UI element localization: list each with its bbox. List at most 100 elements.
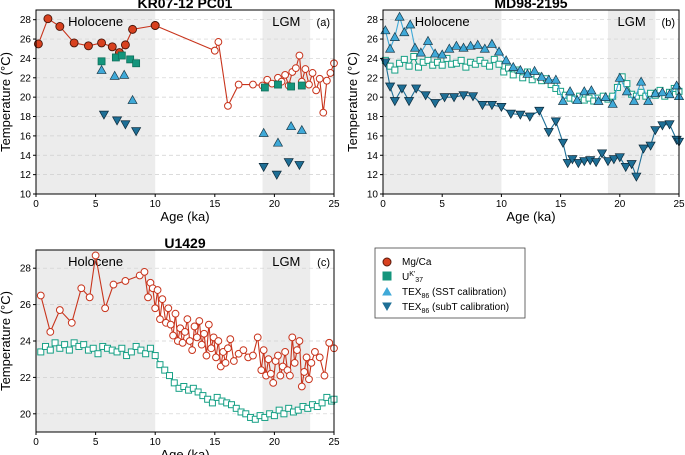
data-point (467, 92, 479, 102)
data-point (301, 65, 310, 73)
data-point (391, 66, 399, 74)
data-point (101, 304, 110, 313)
data-point (208, 399, 216, 407)
x-tick-label: 15 (209, 199, 221, 210)
data-point (424, 56, 432, 64)
data-point (528, 76, 536, 84)
data-point (281, 70, 290, 79)
data-point (451, 40, 462, 50)
data-point (550, 74, 561, 84)
data-point (312, 86, 321, 95)
data-point (573, 159, 584, 169)
data-point (486, 101, 498, 111)
y-tick-label: 22 (20, 373, 32, 384)
data-point (320, 371, 329, 380)
data-point (151, 352, 159, 360)
data-point (457, 56, 465, 64)
data-point (385, 82, 396, 92)
data-point (602, 157, 614, 167)
panel-kr07-12-pc01: Holocene LGM 0 5 10 15 20 25 10 12 14 16 18 20 22 24 26 2… (0, 0, 340, 224)
data-point (508, 61, 519, 71)
data-point (444, 43, 455, 53)
data-point (650, 126, 661, 136)
data-point (490, 55, 498, 63)
data-point (429, 99, 441, 109)
data-point (326, 69, 335, 77)
data-point (405, 62, 413, 70)
chart-title: KR07-12 PC01 (138, 0, 233, 11)
data-point (46, 346, 54, 354)
y-tick-label: 22 (20, 73, 32, 84)
data-point (97, 57, 106, 66)
data-point (385, 43, 396, 53)
data-point (156, 315, 164, 324)
data-point (403, 97, 415, 107)
data-point (259, 346, 268, 355)
y-tick-label: 28 (20, 15, 32, 26)
legend-mgca-marker (382, 257, 392, 267)
data-point (493, 46, 505, 56)
data-point (626, 160, 637, 170)
data-point (394, 11, 405, 21)
data-point (150, 21, 160, 30)
data-point (207, 344, 216, 353)
data-point (96, 64, 107, 74)
data-point (471, 60, 479, 68)
data-point (97, 38, 107, 48)
legend-mgca-label: Mg/Ca (402, 257, 432, 268)
series-0 (33, 14, 160, 58)
series-2 (97, 51, 306, 92)
y-axis-label: Temperature (°C) (0, 52, 13, 152)
data-point (477, 101, 488, 111)
data-point (448, 93, 460, 103)
data-point (270, 412, 278, 420)
data-point (305, 80, 313, 89)
data-point (213, 393, 221, 401)
data-point (420, 91, 431, 101)
data-point (258, 127, 269, 137)
data-point (199, 392, 207, 400)
series-1 (380, 11, 685, 108)
data-point (109, 70, 120, 80)
panel-label: (b) (662, 17, 675, 29)
y-tick-label: 20 (20, 93, 32, 104)
data-point (620, 163, 631, 173)
data-point (109, 280, 118, 289)
y-tick-label: 24 (20, 337, 32, 348)
data-point (117, 51, 126, 60)
x-tick-label: 25 (673, 199, 685, 210)
data-point (144, 293, 152, 302)
data-point (591, 158, 602, 168)
data-point (495, 60, 503, 68)
data-point (140, 267, 149, 276)
data-point (212, 353, 220, 362)
data-point (505, 109, 516, 119)
data-point (318, 399, 326, 407)
data-point (183, 315, 192, 324)
data-point (290, 358, 299, 367)
data-point (389, 31, 400, 41)
data-point (123, 352, 131, 360)
data-point (524, 112, 535, 122)
y-tick-label: 12 (367, 170, 379, 181)
data-point (271, 170, 282, 180)
data-point (305, 375, 313, 384)
data-point (313, 403, 321, 411)
y-tick-label: 20 (20, 409, 32, 420)
series-1 (37, 339, 338, 423)
x-axis-label: Age (ka) (160, 209, 209, 224)
data-point (396, 59, 404, 67)
data-point (261, 413, 269, 421)
data-point (80, 341, 88, 349)
data-point (472, 39, 483, 49)
data-point (69, 38, 79, 48)
x-axis-label: Age (ka) (160, 447, 209, 455)
data-point (400, 55, 408, 63)
y-tick-label: 16 (20, 131, 32, 142)
y-axis-label: Temperature (°C) (345, 52, 360, 152)
data-point (519, 74, 527, 82)
x-tick-label: 0 (33, 437, 39, 448)
data-point (258, 163, 269, 173)
data-point (637, 88, 645, 96)
data-point (439, 93, 450, 103)
